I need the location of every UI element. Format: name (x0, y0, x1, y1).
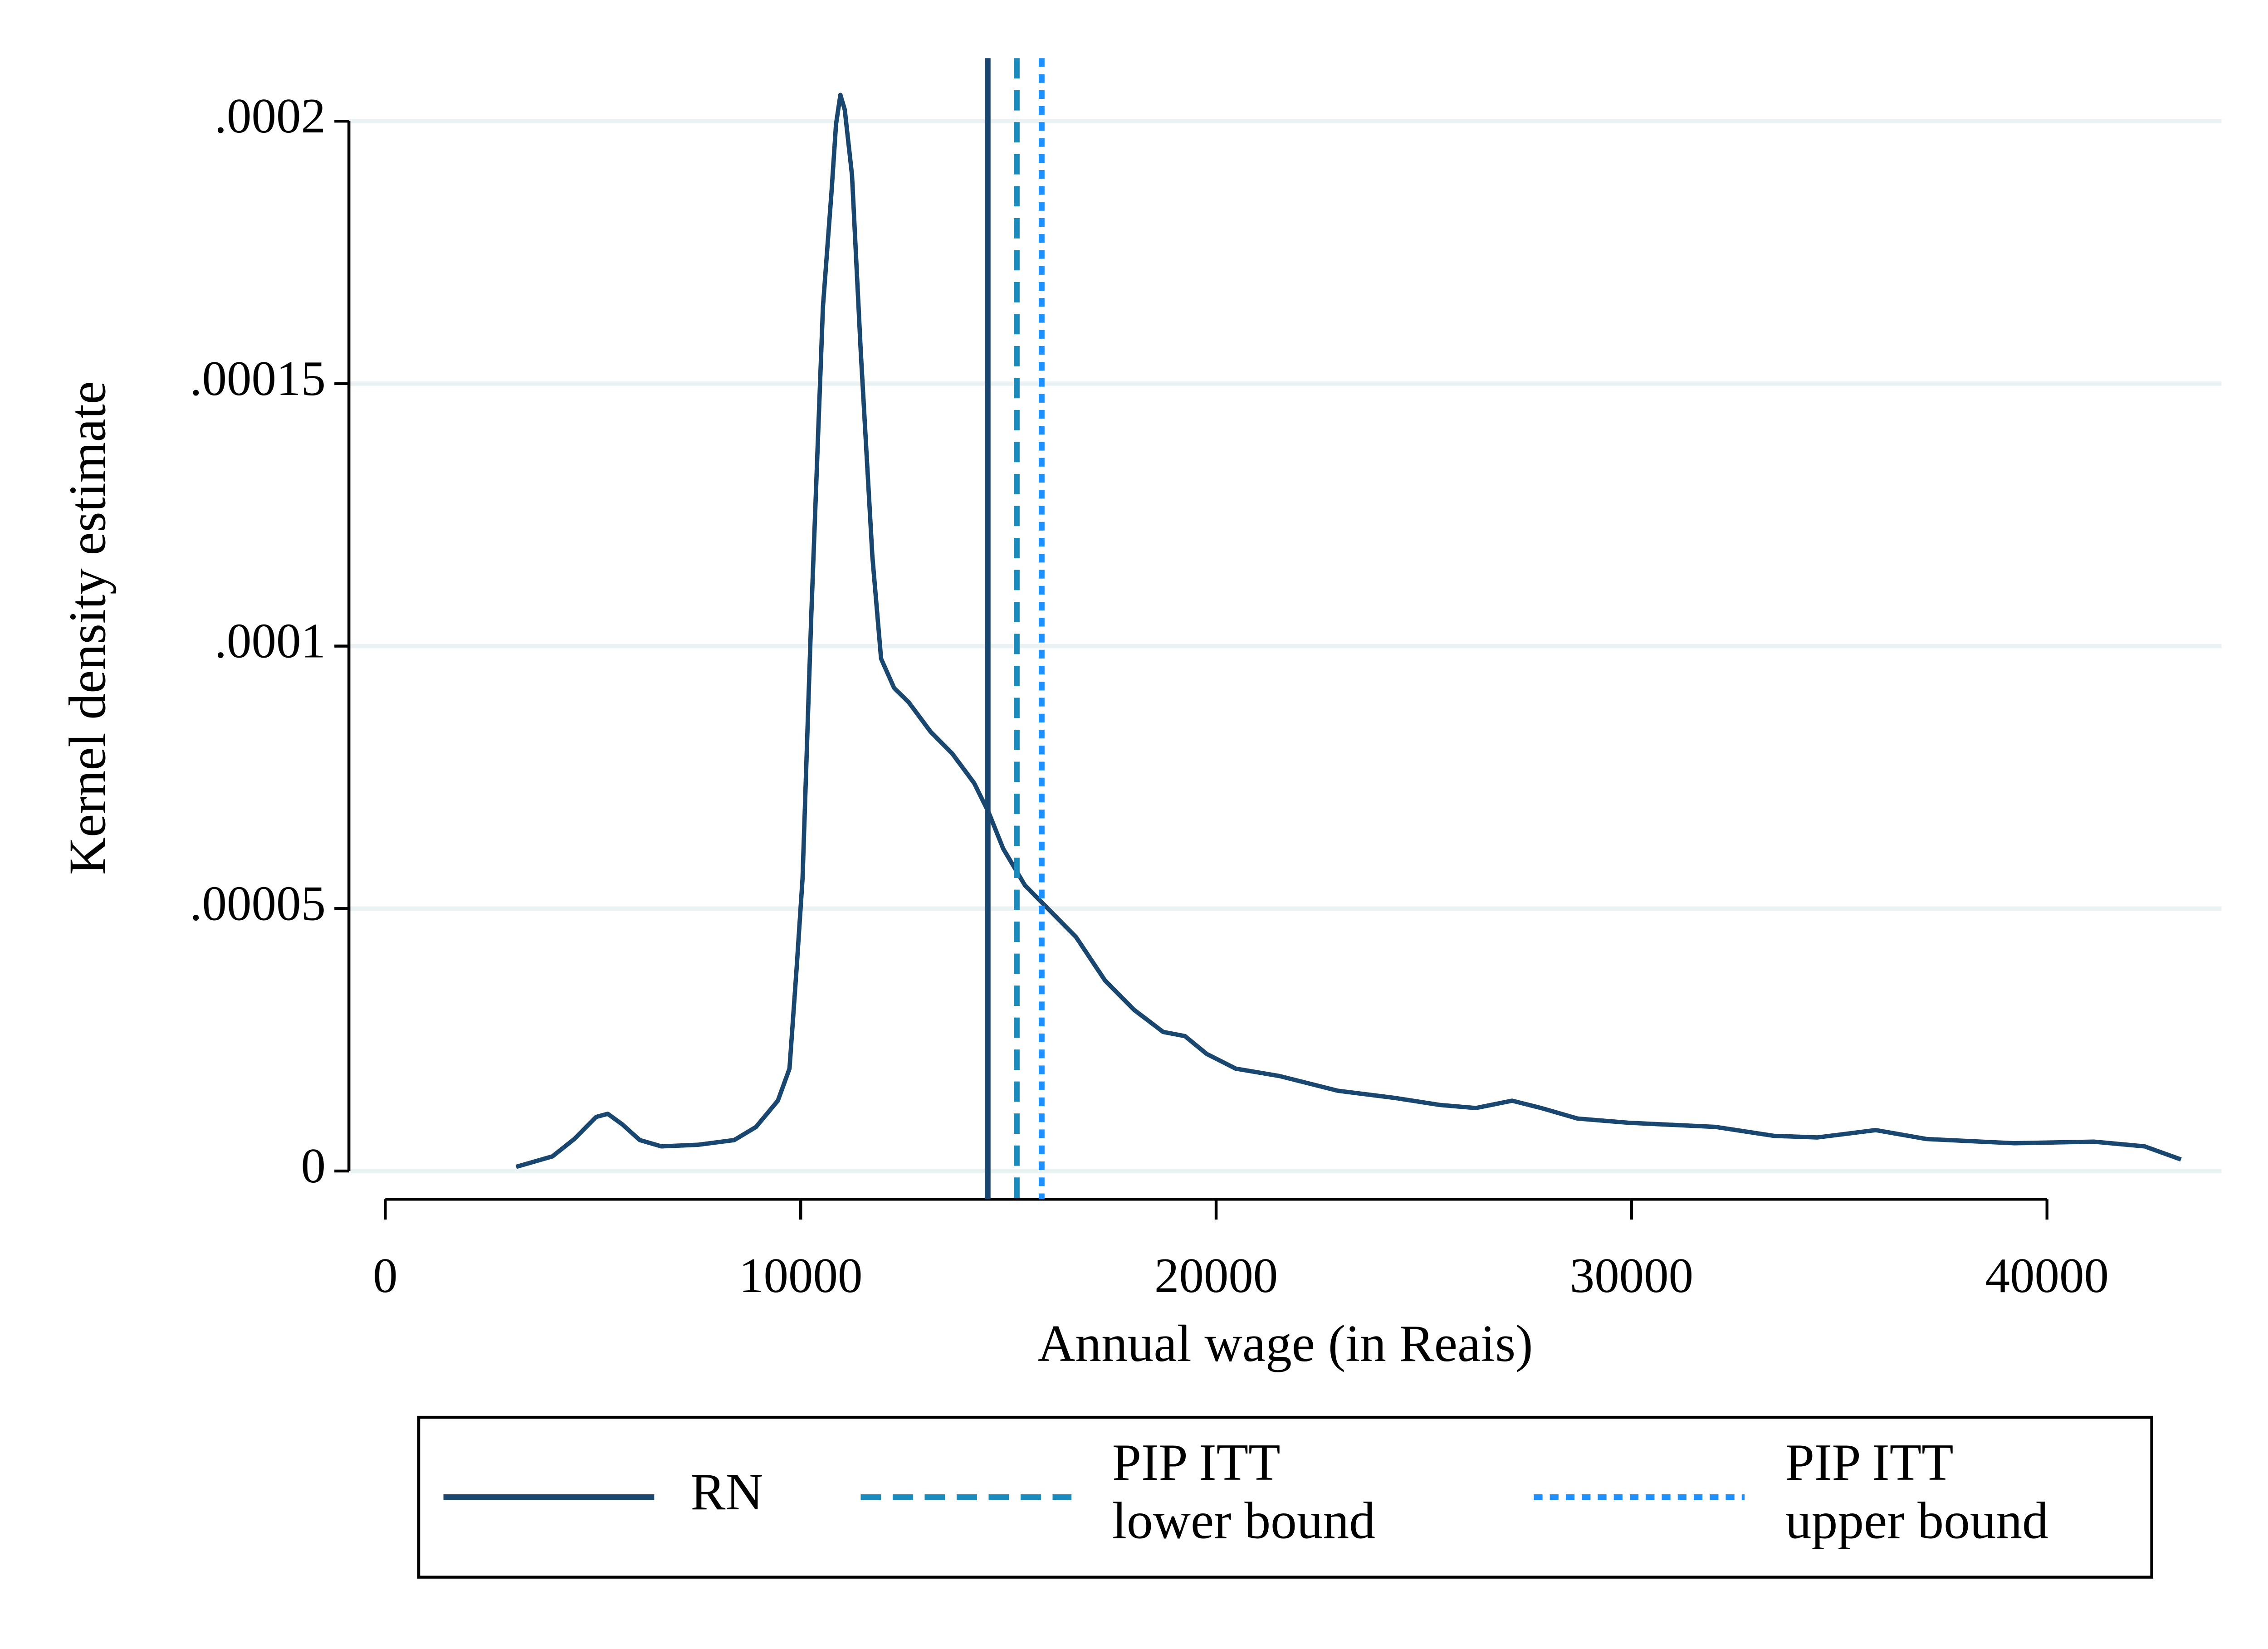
legend-label: PIP ITT lower bound (1112, 1434, 1375, 1550)
x-tick-label: 40000 (1985, 1248, 2109, 1303)
y-tick-label: .00015 (190, 351, 326, 406)
legend-label: RN (690, 1463, 763, 1521)
legend-box (417, 1415, 2153, 1579)
density-line (515, 93, 2182, 1169)
x-tick-label: 0 (373, 1248, 397, 1303)
y-tick-label: .0002 (215, 88, 326, 143)
legend-label: PIP ITT upper bound (1785, 1434, 2048, 1550)
y-axis-title: Kernel density estimate (59, 381, 117, 875)
x-tick-label: 10000 (739, 1248, 862, 1303)
y-tick-label: 0 (301, 1138, 325, 1193)
x-tick-label: 30000 (1570, 1248, 1693, 1303)
y-tick-label: .00005 (190, 876, 326, 931)
x-axis-title: Annual wage (in Reais) (1037, 1314, 1533, 1372)
y-tick-label: .0001 (215, 614, 326, 668)
x-tick-label: 20000 (1154, 1248, 1278, 1303)
